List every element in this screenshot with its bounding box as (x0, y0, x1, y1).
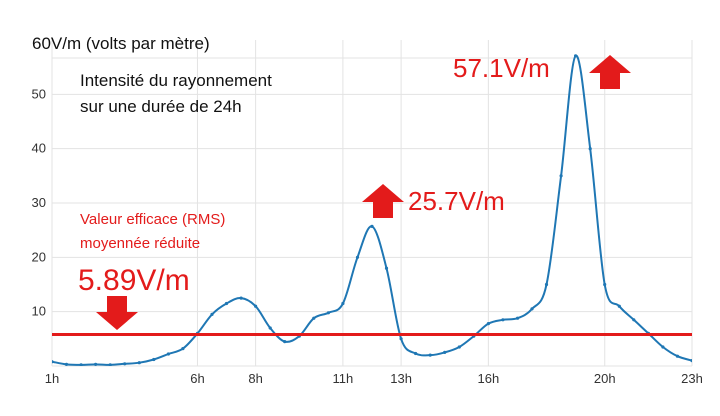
rms-description-line-1: Valeur efficace (RMS) (80, 211, 225, 228)
data-point (515, 316, 520, 320)
data-point (544, 282, 549, 287)
data-point (94, 362, 98, 366)
data-point (603, 282, 607, 287)
data-point (152, 357, 156, 362)
x-tick-label: 6h (190, 371, 204, 386)
data-point (428, 353, 432, 357)
x-tick-label: 13h (390, 371, 412, 386)
x-tick-labels: 1h 6h 8h 11h 13h 16h 20h 23h (45, 371, 703, 386)
radiation-series-points (52, 54, 692, 366)
data-point (52, 360, 54, 364)
chart-title-line-2: sur une durée de 24h (80, 97, 242, 116)
data-point (530, 307, 534, 311)
x-tick-label: 11h (333, 371, 354, 386)
data-point (166, 352, 170, 356)
data-point (414, 351, 418, 356)
data-point (617, 304, 621, 308)
grid-lines (51, 40, 693, 367)
y-tick-label: 20 (32, 249, 46, 264)
data-point (675, 354, 680, 358)
arrow-down-icon (96, 296, 138, 330)
rms-value-label: 5.89V/m (78, 264, 190, 297)
x-tick-label: 8h (248, 371, 262, 386)
y-tick-label: 10 (32, 304, 46, 319)
data-point (443, 350, 447, 354)
data-point (559, 174, 563, 178)
data-point (690, 359, 692, 363)
data-point (399, 337, 403, 341)
data-point (355, 255, 360, 259)
y-tick-label: 50 (32, 86, 46, 101)
peak-13h-label: 25.7V/m (408, 186, 505, 216)
data-point (486, 322, 490, 326)
data-point (224, 301, 229, 306)
arrow-up-icon (362, 184, 404, 218)
y-tick-label: 30 (32, 195, 46, 210)
y-axis-label: 60V/m (volts par mètre) (32, 34, 210, 53)
data-point (326, 311, 330, 315)
data-point (137, 361, 141, 365)
data-point (588, 147, 592, 151)
arrow-up-icon (589, 55, 631, 89)
data-point (457, 345, 461, 349)
data-point (239, 296, 243, 300)
data-point (501, 318, 505, 322)
x-tick-label: 20h (594, 371, 616, 386)
data-point (283, 340, 287, 344)
rms-description-line-2: moyennée réduite (80, 235, 200, 252)
data-point (123, 362, 127, 366)
y-tick-label: 40 (32, 141, 46, 156)
data-point (210, 312, 214, 316)
data-point (574, 54, 578, 58)
x-tick-label: 1h (45, 371, 59, 386)
data-point (370, 224, 374, 228)
data-point (108, 363, 112, 366)
data-point (64, 362, 69, 366)
data-point (384, 266, 389, 270)
data-point (312, 316, 316, 320)
peak-20h-label: 57.1V/m (453, 53, 550, 83)
data-point (341, 301, 345, 306)
data-point (181, 347, 185, 351)
data-point (79, 363, 83, 366)
x-tick-label: 16h (478, 371, 500, 386)
data-point (661, 345, 665, 349)
x-tick-label: 23h (681, 371, 703, 386)
data-point (268, 326, 272, 330)
data-point (632, 318, 636, 322)
y-tick-labels: 10 20 30 40 50 (32, 86, 46, 318)
radiation-series-line (52, 54, 692, 366)
data-point (254, 304, 258, 308)
chart-title-line-1: Intensité du rayonnement (80, 71, 272, 90)
